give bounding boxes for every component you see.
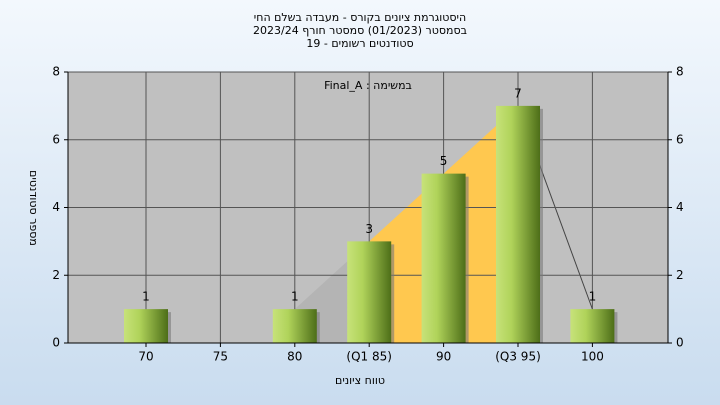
x-tick-label: 70: [138, 350, 153, 364]
x-tick-label: 75: [213, 350, 228, 364]
annotation: במשימה : Final_A: [324, 79, 412, 92]
bar: [347, 241, 392, 343]
value-label: 1: [291, 290, 299, 304]
y2-tick-label: 2: [676, 268, 684, 282]
bar: [272, 309, 317, 343]
chart-title: היסטוגרמת ציונים בקורס - מעבדה בשלם החי: [254, 11, 466, 24]
bar: [496, 105, 540, 343]
value-label: 1: [589, 290, 597, 304]
y-tick-label: 4: [52, 200, 60, 214]
chart-subtitle: בסמסטר (01/2023) סמסטר חורף 2023/24: [253, 24, 467, 37]
y2-tick-label: 0: [676, 336, 684, 350]
bar: [421, 173, 466, 343]
chart-subtitle: סטודנטים רשומים - 19: [306, 37, 413, 50]
value-label: 7: [514, 86, 522, 100]
value-label: 1: [142, 290, 150, 304]
y-tick-label: 0: [52, 336, 60, 350]
y-tick-label: 2: [52, 268, 60, 282]
x-tick-label: 90: [436, 350, 451, 364]
x-tick-label: 80: [287, 350, 302, 364]
bar: [124, 309, 168, 343]
y-axis-label: מספר סטודנטים: [27, 170, 40, 246]
value-label: 3: [365, 222, 373, 236]
x-tick-label: 100: [581, 350, 604, 364]
y2-tick-label: 6: [676, 132, 684, 146]
y2-tick-label: 8: [676, 65, 684, 79]
y-tick-label: 8: [52, 65, 60, 79]
x-axis-label: טווח ציונים: [335, 374, 385, 387]
y2-tick-label: 4: [676, 200, 684, 214]
x-tick-label: (Q3 95): [495, 350, 541, 364]
value-label: 5: [440, 154, 448, 168]
y-tick-label: 6: [52, 132, 60, 146]
x-tick-label: (Q1 85): [346, 350, 392, 364]
bar: [570, 309, 615, 343]
